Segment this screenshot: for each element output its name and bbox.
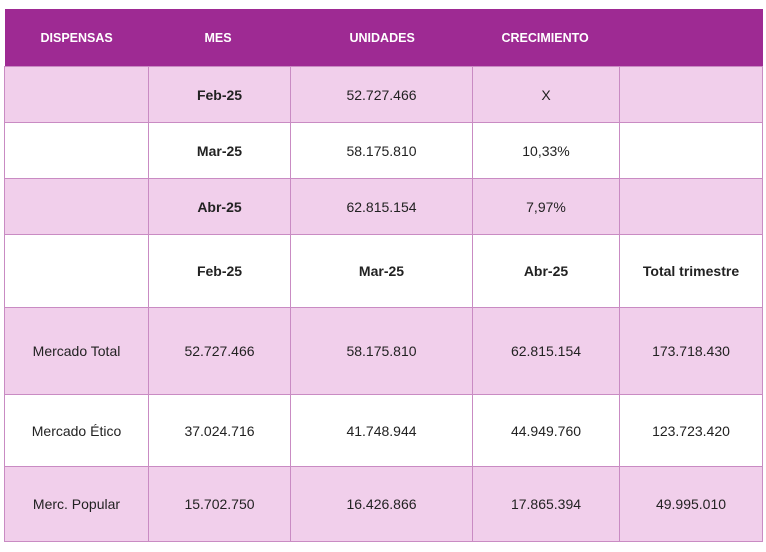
total-cell: 173.718.430 <box>619 307 763 395</box>
mar-cell: 16.426.866 <box>290 466 473 542</box>
total-cell: 49.995.010 <box>619 466 763 542</box>
header-dispensas: DISPENSAS <box>4 9 149 67</box>
header-empty <box>619 9 763 67</box>
market-name-cell: Mercado Ético <box>4 394 149 467</box>
sub-header-empty <box>4 234 149 308</box>
header-crecimiento: CRECIMIENTO <box>472 9 620 67</box>
extra-cell <box>619 122 763 179</box>
crecimiento-cell: 10,33% <box>472 122 620 179</box>
crecimiento-cell: 7,97% <box>472 178 620 235</box>
unidades-cell: 58.175.810 <box>290 122 473 179</box>
dispensas-cell <box>4 178 149 235</box>
sub-header-total: Total trimestre <box>619 234 763 308</box>
sub-header-feb: Feb-25 <box>148 234 291 308</box>
sub-header-row: Feb-25 Mar-25 Abr-25 Total trimestre <box>4 234 763 308</box>
extra-cell <box>619 66 763 123</box>
table-row: Mar-25 58.175.810 10,33% <box>4 122 763 179</box>
extra-cell <box>619 178 763 235</box>
abr-cell: 44.949.760 <box>472 394 620 467</box>
market-name-cell: Merc. Popular <box>4 466 149 542</box>
mes-cell: Mar-25 <box>148 122 291 179</box>
dispensas-cell <box>4 122 149 179</box>
table-row: Abr-25 62.815.154 7,97% <box>4 178 763 235</box>
sub-header-abr: Abr-25 <box>472 234 620 308</box>
mes-cell: Abr-25 <box>148 178 291 235</box>
table-row: Feb-25 52.727.466 X <box>4 66 763 123</box>
crecimiento-cell: X <box>472 66 620 123</box>
dispensas-table: DISPENSAS MES UNIDADES CRECIMIENTO Feb-2… <box>4 9 763 542</box>
mes-cell: Feb-25 <box>148 66 291 123</box>
sub-header-mar: Mar-25 <box>290 234 473 308</box>
unidades-cell: 62.815.154 <box>290 178 473 235</box>
mar-cell: 41.748.944 <box>290 394 473 467</box>
header-mes: MES <box>148 9 291 67</box>
feb-cell: 37.024.716 <box>148 394 291 467</box>
table-row: Mercado Ético 37.024.716 41.748.944 44.9… <box>4 394 763 467</box>
total-cell: 123.723.420 <box>619 394 763 467</box>
feb-cell: 52.727.466 <box>148 307 291 395</box>
table-row: Mercado Total 52.727.466 58.175.810 62.8… <box>4 307 763 395</box>
unidades-cell: 52.727.466 <box>290 66 473 123</box>
header-unidades: UNIDADES <box>290 9 473 67</box>
market-name-cell: Mercado Total <box>4 307 149 395</box>
table-header-row: DISPENSAS MES UNIDADES CRECIMIENTO <box>4 9 763 67</box>
table-row: Merc. Popular 15.702.750 16.426.866 17.8… <box>4 466 763 542</box>
abr-cell: 62.815.154 <box>472 307 620 395</box>
dispensas-cell <box>4 66 149 123</box>
abr-cell: 17.865.394 <box>472 466 620 542</box>
mar-cell: 58.175.810 <box>290 307 473 395</box>
feb-cell: 15.702.750 <box>148 466 291 542</box>
